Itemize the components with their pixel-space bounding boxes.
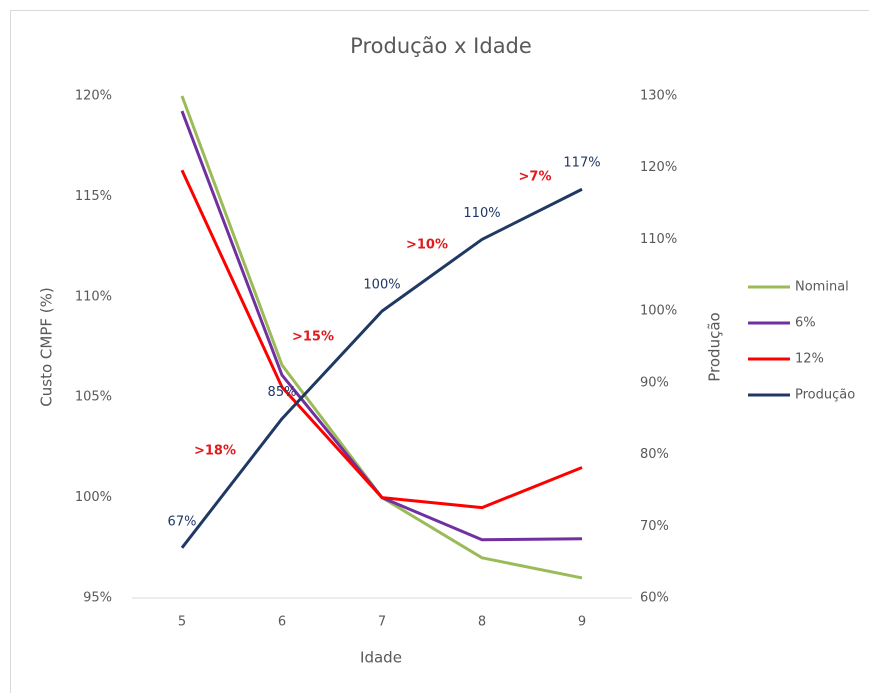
data-label: 67% bbox=[168, 514, 197, 529]
data-label: 85% bbox=[268, 385, 297, 400]
chart-title: Produção x Idade bbox=[350, 34, 532, 58]
chart-border bbox=[10, 10, 869, 693]
y-tick-label: 100% bbox=[75, 490, 112, 505]
data-label: 110% bbox=[463, 206, 500, 221]
x-tick-label: 8 bbox=[478, 615, 486, 630]
y2-tick-label: 100% bbox=[640, 304, 677, 319]
annotation: >18% bbox=[194, 444, 236, 459]
x-tick-label: 5 bbox=[178, 615, 186, 630]
y2-tick-label: 70% bbox=[640, 519, 669, 534]
x-axis-title: Idade bbox=[360, 649, 402, 667]
y2-tick-label: 80% bbox=[640, 447, 669, 462]
y-tick-label: 105% bbox=[75, 390, 112, 405]
y2-axis-title: Produção bbox=[706, 312, 724, 381]
series-line bbox=[180, 169, 583, 510]
series-line bbox=[180, 95, 583, 580]
y2-tick-label: 120% bbox=[640, 160, 677, 175]
y2-tick-label: 110% bbox=[640, 232, 677, 247]
y-tick-label: 110% bbox=[75, 289, 112, 304]
y-axis-title: Custo CMPF (%) bbox=[38, 287, 56, 406]
y2-tick-label: 60% bbox=[640, 591, 669, 606]
y-tick-label: 120% bbox=[75, 89, 112, 104]
legend-label: Produção bbox=[795, 388, 855, 403]
annotation: >10% bbox=[406, 238, 448, 253]
legend-label: Nominal bbox=[795, 280, 849, 295]
data-label: 100% bbox=[363, 278, 400, 293]
data-label: 117% bbox=[563, 156, 600, 171]
legend-label: 6% bbox=[795, 316, 816, 331]
annotation: >7% bbox=[519, 170, 552, 185]
y-tick-label: 95% bbox=[83, 591, 112, 606]
x-tick-label: 7 bbox=[378, 615, 386, 630]
y2-tick-label: 90% bbox=[640, 375, 669, 390]
series-line bbox=[180, 187, 583, 549]
y2-tick-label: 130% bbox=[640, 89, 677, 104]
annotation: >15% bbox=[292, 330, 334, 345]
x-tick-label: 6 bbox=[278, 615, 286, 630]
y-tick-label: 115% bbox=[75, 189, 112, 204]
x-tick-label: 9 bbox=[578, 615, 586, 630]
legend-label: 12% bbox=[795, 352, 824, 367]
